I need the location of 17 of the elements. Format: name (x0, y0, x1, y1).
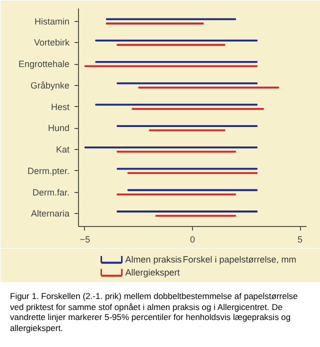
y-tick-label: Kat (56, 144, 70, 155)
legend-label: Allergiekspert (125, 267, 180, 278)
x-tick-label: −5 (80, 234, 90, 244)
y-tick-label: Engrottehale (18, 59, 70, 70)
text: Figur 1. Forskellen (2.-1. prik) mellem dobbeltbestemmelse af papelstørrelse ved priktest for samme stof opnået i almen praksis og i Allergicentret. De vandrette linjer markerer 5-95% percentiler for henholdsvis lægepraksis og allergiekspert. (10, 291, 299, 334)
legend-label: Almen praksis (125, 254, 182, 264)
y-tick-label: Hest (50, 102, 70, 112)
y-tick-label: Hund (48, 123, 70, 134)
x-tick-label: 0 (190, 234, 196, 244)
y-tick-label: Gråbynke (30, 80, 70, 90)
x-tick-label: 5 (298, 234, 303, 244)
y-tick-label: Derm.far. (32, 187, 70, 198)
y-tick-label: Histamin (34, 16, 70, 26)
y-tick-label: Vortebirk (34, 38, 70, 48)
y-tick-label: Alternaria (30, 208, 70, 219)
y-tick-label: Derm.pter. (27, 166, 70, 176)
x-axis-title: Forskel i papelstørrelse, mm (182, 254, 296, 264)
